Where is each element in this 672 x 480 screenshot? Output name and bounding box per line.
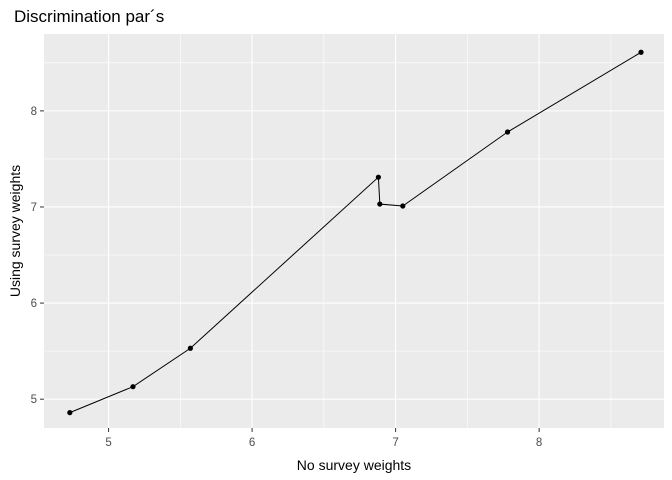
x-tick-label: 6 xyxy=(249,437,255,449)
data-point xyxy=(377,201,383,207)
y-axis: 5 6 7 8 xyxy=(31,106,44,406)
data-point xyxy=(400,203,406,209)
y-tick-label: 7 xyxy=(31,202,37,214)
chart-title: Discrimination par´s xyxy=(14,7,164,26)
minor-gridlines xyxy=(44,34,664,428)
series-layer xyxy=(67,49,644,416)
x-axis: 5 6 7 8 xyxy=(105,428,542,449)
data-point xyxy=(67,410,73,416)
y-tick-label: 8 xyxy=(31,106,37,118)
plot-panel xyxy=(44,34,664,428)
data-point xyxy=(638,49,644,55)
data-point xyxy=(130,384,136,390)
data-point xyxy=(187,345,193,351)
y-tick-label: 6 xyxy=(31,298,37,310)
y-tick-label: 5 xyxy=(31,394,37,406)
y-axis-title: Using survey weights xyxy=(7,165,23,297)
x-axis-title: No survey weights xyxy=(297,457,411,473)
x-tick-label: 8 xyxy=(536,437,542,449)
data-point xyxy=(375,174,381,180)
x-tick-label: 5 xyxy=(105,437,111,449)
major-gridlines xyxy=(44,34,664,428)
series-line xyxy=(69,51,642,414)
x-tick-label: 7 xyxy=(392,437,398,449)
data-point xyxy=(504,129,511,135)
